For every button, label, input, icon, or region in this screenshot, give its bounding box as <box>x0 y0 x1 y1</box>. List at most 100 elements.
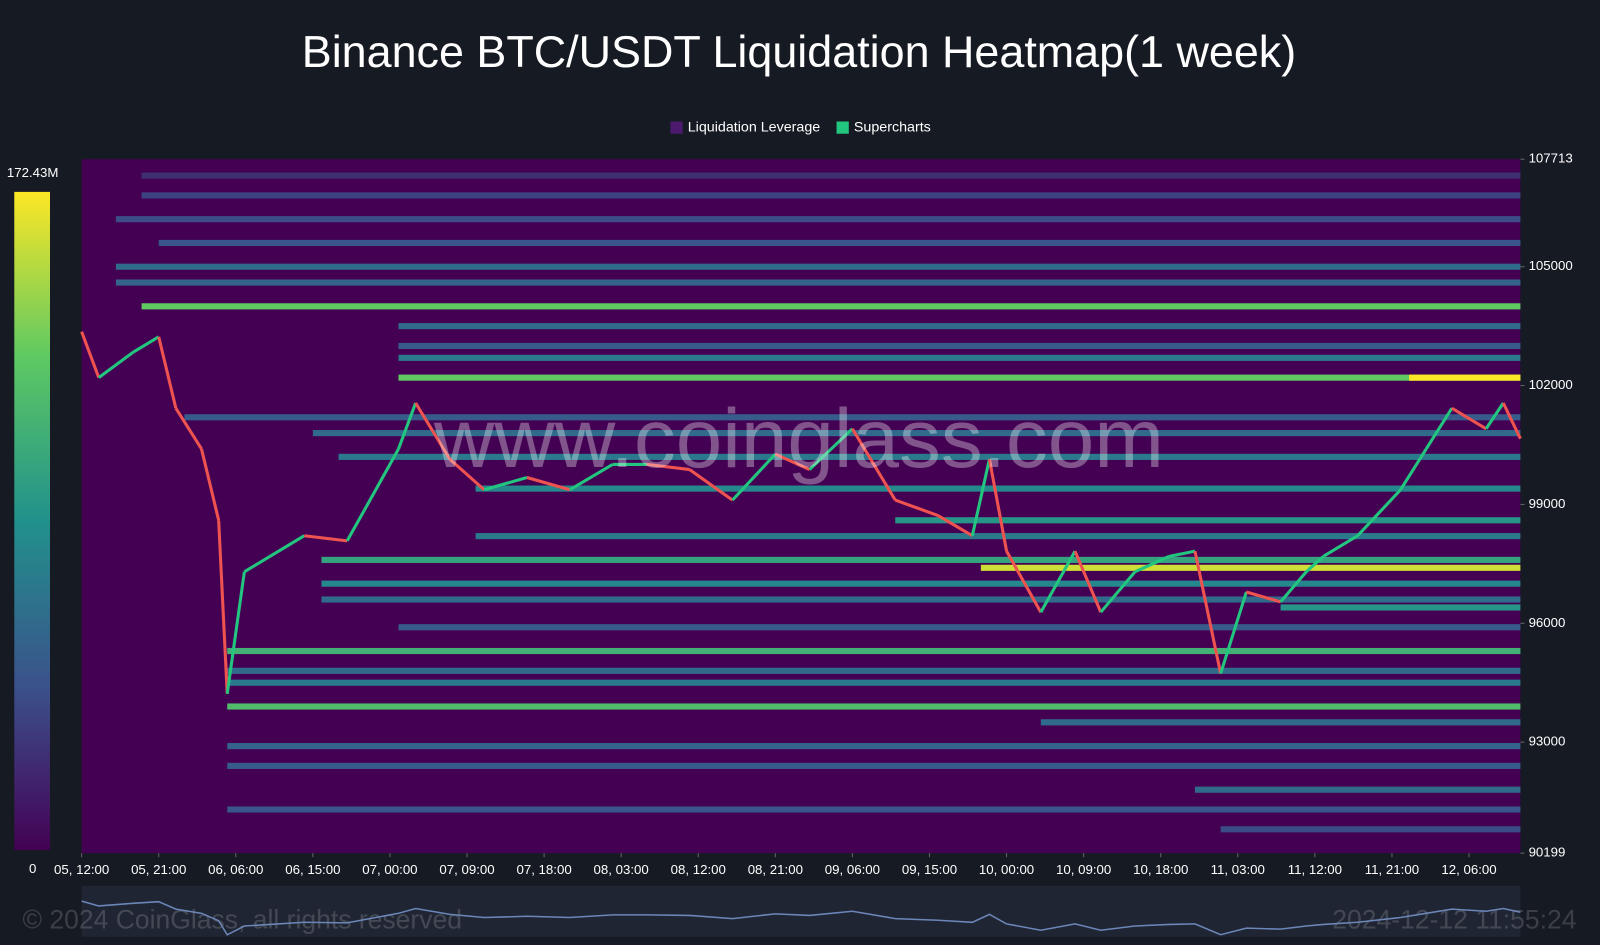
liquidation-band <box>475 485 1521 492</box>
price-segment <box>1356 488 1402 537</box>
y-tick-label: 96000 <box>1529 615 1566 630</box>
price-segment <box>80 331 101 379</box>
price-segment <box>448 458 486 491</box>
legend-label: Liquidation Leverage <box>688 119 821 135</box>
plot-layer <box>80 172 1522 833</box>
liquidation-band <box>158 239 1521 247</box>
y-tick-label: 93000 <box>1529 734 1566 749</box>
price-segment <box>225 571 246 695</box>
price-segment <box>526 476 571 492</box>
x-tick-label: 10, 00:00 <box>979 862 1034 877</box>
y-tick-label: 102000 <box>1529 377 1573 392</box>
price-segment <box>1193 550 1223 674</box>
x-tick-label: 07, 09:00 <box>439 862 494 877</box>
price-segment <box>304 534 348 543</box>
price-segment <box>1245 590 1282 604</box>
legend-label: Supercharts <box>854 119 931 135</box>
x-tick-label: 10, 18:00 <box>1133 862 1188 877</box>
legend-swatch <box>670 121 683 134</box>
price-segment <box>174 407 203 450</box>
liquidation-band <box>980 564 1521 571</box>
liquidation-band <box>321 596 1521 603</box>
price-segment <box>217 520 229 694</box>
liquidation-band <box>227 647 1521 655</box>
liquidation-band <box>1409 374 1521 381</box>
price-segment <box>937 514 974 538</box>
price-segment <box>987 458 1009 552</box>
liquidation-band <box>1220 826 1521 833</box>
liquidation-band <box>227 667 1521 674</box>
price-segment <box>1134 554 1170 574</box>
price-segment <box>345 509 366 542</box>
x-tick-label: 07, 18:00 <box>516 862 571 877</box>
plot-background <box>81 159 1521 854</box>
liquidation-band <box>895 517 1521 524</box>
liquidation-band <box>338 453 1521 460</box>
price-segment <box>243 555 271 574</box>
price-segment <box>970 458 991 537</box>
price-segment <box>1073 550 1103 613</box>
liquidation-band <box>398 354 1521 361</box>
colorbar <box>14 191 51 851</box>
price-segment <box>731 453 777 502</box>
liquidation-band <box>321 580 1521 587</box>
x-tick-label: 07, 00:00 <box>362 862 417 877</box>
x-tick-label: 08, 03:00 <box>594 862 649 877</box>
price-segment <box>1424 407 1454 450</box>
liquidation-band <box>398 374 1521 381</box>
price-segment <box>1099 570 1137 614</box>
price-segment <box>362 448 400 512</box>
colorbar-label: 172.43M <box>7 165 59 180</box>
liquidation-band <box>312 430 1521 437</box>
price-segment <box>1399 448 1428 491</box>
liquidation-band <box>184 414 1521 421</box>
x-tick-label: 10, 09:00 <box>1056 862 1111 877</box>
price-segment <box>1279 570 1308 603</box>
x-tick-label: 05, 12:00 <box>54 862 109 877</box>
price-segment <box>1322 534 1359 558</box>
y-tick-label: 105000 <box>1529 258 1573 273</box>
liquidation-band <box>115 279 1521 286</box>
x-tick-label: 12, 06:00 <box>1441 862 1496 877</box>
x-tick-label: 08, 21:00 <box>748 862 803 877</box>
liquidation-band <box>321 556 1521 563</box>
price-segment <box>569 463 614 492</box>
price-segment <box>1501 402 1522 440</box>
x-tick-label: 05, 21:00 <box>131 862 186 877</box>
colorbar-label: 0 <box>29 861 36 876</box>
x-tick-label: 06, 15:00 <box>285 862 340 877</box>
liquidation-band <box>141 192 1521 199</box>
price-segment <box>646 462 690 472</box>
liquidation-band <box>398 624 1521 631</box>
price-segment <box>774 452 811 471</box>
liquidation-band <box>141 303 1521 310</box>
y-tick-label: 99000 <box>1529 496 1566 511</box>
price-segment <box>269 534 306 558</box>
price-segment <box>200 448 221 521</box>
liquidation-band <box>227 806 1521 813</box>
price-segment <box>1305 555 1325 573</box>
liquidation-band <box>1040 719 1521 726</box>
price-segment <box>808 427 854 471</box>
price-segment <box>688 468 734 502</box>
price-segment <box>397 402 418 450</box>
price-segment <box>414 402 452 461</box>
footer: © 2024 CoinGlass, all rights reserved <box>22 904 462 934</box>
liquidation-band <box>227 679 1521 686</box>
liquidation-band <box>227 703 1521 710</box>
y-tick-label: 90199 <box>1529 845 1566 860</box>
price-segment <box>97 351 134 379</box>
watermark: www.coinglass.com <box>433 391 1164 485</box>
price-segment <box>894 498 939 517</box>
navigator-line <box>81 900 1521 936</box>
liquidation-band <box>227 762 1521 769</box>
x-tick-label: 08, 12:00 <box>671 862 726 877</box>
x-tick-label: 11, 03:00 <box>1211 862 1265 877</box>
x-tick-label: 09, 06:00 <box>825 862 880 877</box>
liquidation-band <box>227 743 1521 750</box>
x-tick-label: 11, 21:00 <box>1365 862 1419 877</box>
liquidation-band <box>398 342 1521 350</box>
liquidation-band <box>1280 604 1521 611</box>
navigator <box>81 885 1521 937</box>
legend-swatch <box>836 121 849 134</box>
